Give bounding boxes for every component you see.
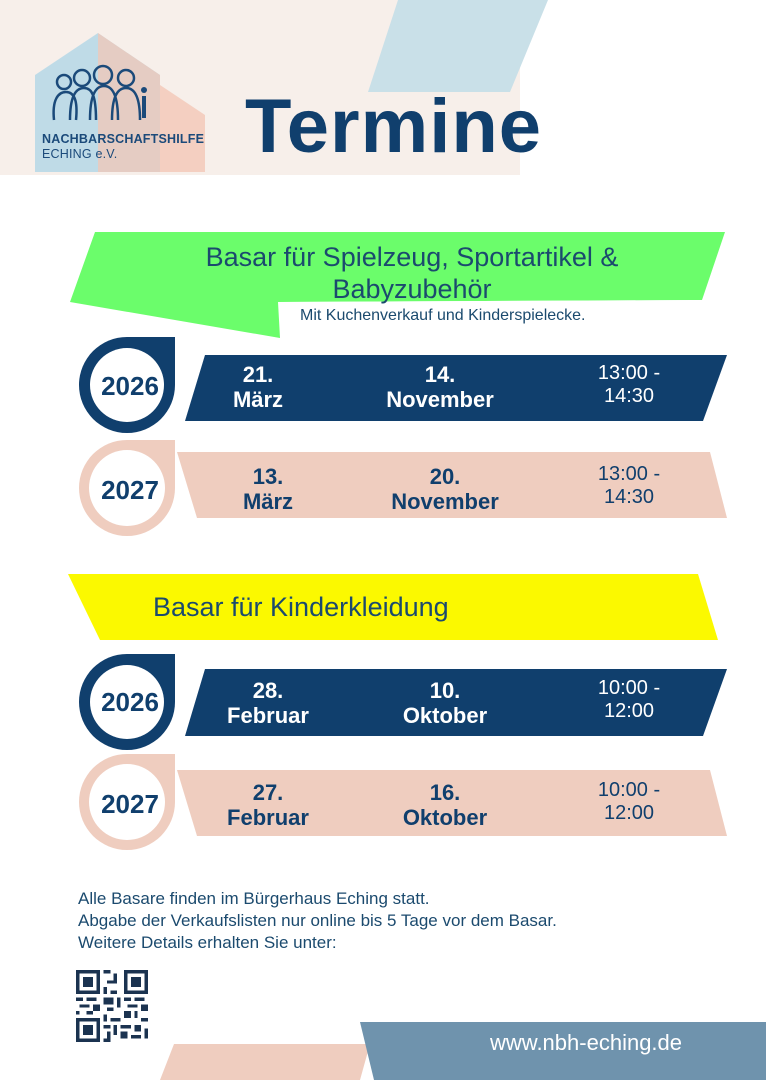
date-day: 28. xyxy=(252,678,284,703)
footer-line-deadline: Abgabe der Verkaufslisten nur online bis… xyxy=(78,911,557,930)
logo-text: NACHBARSCHAFTSHILFE ECHING e.V. xyxy=(42,132,212,162)
date-month: November xyxy=(386,387,494,412)
date-month: März xyxy=(242,489,294,514)
date-first: 13. März xyxy=(218,464,318,514)
time-range: 13:00 - 14:30 xyxy=(574,362,684,408)
date-second: 14. November xyxy=(370,362,510,412)
time-range: 10:00 - 12:00 xyxy=(574,677,684,723)
section-subtitle-toys: Mit Kuchenverkauf und Kinderspielecke. xyxy=(300,307,586,324)
time-end: 14:30 xyxy=(603,385,655,407)
date-month: Oktober xyxy=(402,703,488,728)
header-background-white xyxy=(520,0,766,175)
date-second: 16. Oktober xyxy=(375,780,515,830)
time-end: 12:00 xyxy=(603,802,655,824)
year-label: 2027 xyxy=(101,475,159,505)
time-start: 10:00 - xyxy=(597,779,661,801)
date-first: 21. März xyxy=(208,362,308,412)
time-range: 13:00 - 14:30 xyxy=(574,463,684,509)
date-first: 27. Februar xyxy=(208,780,328,830)
time-start: 13:00 - xyxy=(597,463,661,485)
section-banner-toys xyxy=(70,232,725,338)
year-label: 2027 xyxy=(101,789,159,819)
time-start: 10:00 - xyxy=(597,677,661,699)
date-day: 13. xyxy=(252,464,284,489)
logo-name: NACHBARSCHAFTSHILFE xyxy=(42,132,205,146)
url-banner xyxy=(360,1022,766,1080)
date-day: 14. xyxy=(424,362,456,387)
date-month: März xyxy=(232,387,284,412)
footer-decoration xyxy=(160,1044,370,1080)
date-second: 10. Oktober xyxy=(375,678,515,728)
date-month: November xyxy=(391,489,499,514)
date-day: 27. xyxy=(252,780,284,805)
footer-line-details: Weitere Details erhalten Sie unter: xyxy=(78,933,337,952)
section-title-toys: Basar für Spielzeug, Sportartikel & Baby… xyxy=(205,242,619,304)
date-month: Februar xyxy=(227,703,309,728)
date-day: 20. xyxy=(429,464,461,489)
section-title-clothing: Basar für Kinderkleidung xyxy=(153,592,449,622)
time-range: 10:00 - 12:00 xyxy=(574,779,684,825)
section-banner-clothing xyxy=(68,574,718,640)
website-link[interactable]: www.nbh-eching.de xyxy=(490,1030,683,1055)
page-title: Termine xyxy=(245,84,543,169)
time-end: 12:00 xyxy=(603,700,655,722)
date-first: 28. Februar xyxy=(208,678,328,728)
date-day: 16. xyxy=(429,780,461,805)
date-day: 21. xyxy=(242,362,274,387)
qr-code[interactable] xyxy=(76,970,148,1042)
time-start: 13:00 - xyxy=(597,362,661,384)
logo-location: ECHING e.V. xyxy=(42,147,118,161)
date-month: Oktober xyxy=(402,805,488,830)
year-label: 2026 xyxy=(101,371,159,401)
footer-line-location: Alle Basare finden im Bürgerhaus Eching … xyxy=(78,889,430,908)
date-month: Februar xyxy=(227,805,309,830)
time-end: 14:30 xyxy=(603,486,655,508)
header-decoration xyxy=(368,0,548,92)
date-second: 20. November xyxy=(375,464,515,514)
date-day: 10. xyxy=(429,678,461,703)
year-label: 2026 xyxy=(101,687,159,717)
footer-info: Alle Basare finden im Bürgerhaus Eching … xyxy=(78,888,557,954)
organization-logo xyxy=(35,33,205,172)
